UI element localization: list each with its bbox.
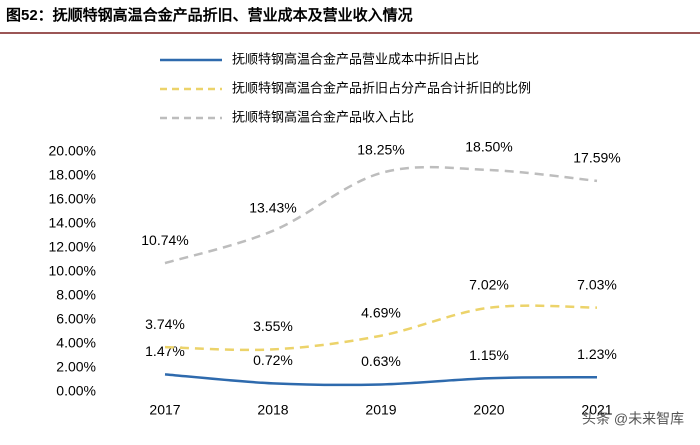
y-tick-label: 6.00% bbox=[56, 311, 96, 327]
y-tick-label: 18.00% bbox=[49, 167, 96, 183]
series-line bbox=[164, 373, 598, 387]
x-tick-label: 2017 bbox=[149, 402, 180, 418]
y-tick-label: 2.00% bbox=[56, 359, 96, 375]
y-tick-label: 20.00% bbox=[49, 143, 96, 159]
data-label: 1.23% bbox=[577, 346, 617, 362]
data-label: 13.43% bbox=[249, 200, 296, 216]
data-label: 0.72% bbox=[253, 352, 293, 368]
x-tick-label: 2018 bbox=[257, 402, 288, 418]
y-tick-label: 10.00% bbox=[49, 263, 96, 279]
legend-label: 抚顺特钢高温合金产品营业成本中折旧占比 bbox=[232, 52, 479, 68]
x-tick-label: 2020 bbox=[473, 402, 504, 418]
series-line bbox=[164, 165, 598, 265]
y-tick-label: 0.00% bbox=[56, 383, 96, 399]
legend-label: 抚顺特钢高温合金产品收入占比 bbox=[232, 110, 414, 126]
data-label: 17.59% bbox=[573, 150, 620, 166]
data-label: 3.74% bbox=[145, 316, 185, 332]
series-line bbox=[164, 304, 598, 352]
legend-label: 抚顺特钢高温合金产品折旧占分产品合计折旧的比例 bbox=[232, 81, 531, 97]
data-label: 1.47% bbox=[145, 343, 185, 359]
y-tick-label: 4.00% bbox=[56, 335, 96, 351]
data-label: 10.74% bbox=[141, 232, 188, 248]
x-tick-label: 2019 bbox=[365, 402, 396, 418]
data-label: 18.50% bbox=[465, 139, 512, 155]
data-label: 3.55% bbox=[253, 318, 293, 334]
y-tick-label: 12.00% bbox=[49, 239, 96, 255]
chart-title: 图52：抚顺特钢高温合金产品折旧、营业成本及营业收入情况 bbox=[6, 6, 413, 24]
x-tick-label: 2021 bbox=[581, 402, 612, 418]
y-tick-label: 16.00% bbox=[49, 191, 96, 207]
data-label: 1.15% bbox=[469, 347, 509, 363]
y-tick-label: 8.00% bbox=[56, 287, 96, 303]
data-label: 18.25% bbox=[357, 142, 404, 158]
y-tick-label: 14.00% bbox=[49, 215, 96, 231]
data-label: 7.03% bbox=[577, 276, 617, 292]
data-label: 4.69% bbox=[361, 304, 401, 320]
data-label: 7.02% bbox=[469, 276, 509, 292]
data-label: 0.63% bbox=[361, 353, 401, 369]
watermark: 头条 @未来智库 bbox=[582, 411, 684, 427]
